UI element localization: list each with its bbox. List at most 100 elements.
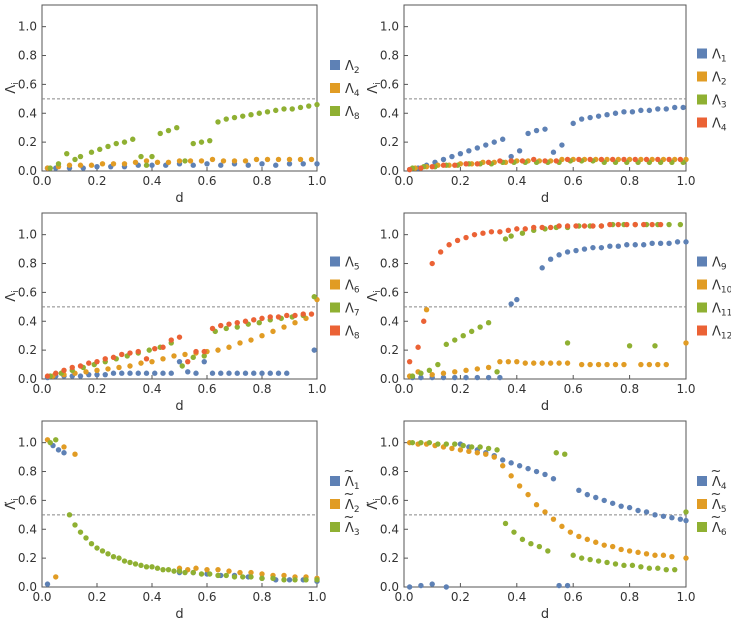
data-point — [264, 156, 271, 163]
data-point — [190, 354, 196, 361]
legend-label: Λ9 — [712, 256, 727, 273]
x-tick-label: 0.8 — [252, 174, 271, 188]
data-point — [314, 101, 320, 108]
data-point — [256, 110, 262, 116]
data-point — [466, 448, 472, 455]
data-point — [666, 240, 672, 247]
data-point — [237, 569, 243, 576]
data-point — [209, 325, 216, 332]
data-point — [165, 159, 172, 166]
data-point — [190, 162, 196, 168]
data-point — [452, 162, 458, 168]
data-point — [273, 162, 279, 168]
data-point — [218, 322, 224, 329]
y-tick-label: 0.6 — [380, 77, 399, 91]
data-point — [638, 564, 644, 570]
x-axis-label: d — [541, 399, 549, 414]
data-point — [138, 562, 144, 569]
x-tick-label: 1.0 — [307, 174, 326, 188]
data-point — [185, 369, 191, 375]
data-point — [406, 358, 413, 365]
data-point — [525, 465, 531, 472]
panel-middle-left: 0.0 0.2 0.4 0.6 0.8 1.0 0.0 0.2 0.4 0.6 0.8 1.0 d Λi Λ… — [4, 212, 360, 414]
data-point — [409, 439, 416, 446]
legend-swatch — [697, 48, 707, 59]
data-point — [193, 370, 199, 376]
data-point — [426, 439, 433, 446]
data-point — [187, 158, 194, 164]
data-point — [176, 158, 183, 164]
data-point — [132, 159, 139, 166]
data-point — [564, 340, 571, 346]
data-point — [190, 569, 196, 576]
y-tick-label: 0.4 — [18, 314, 37, 328]
data-point — [590, 223, 596, 229]
data-point — [539, 265, 545, 271]
data-point — [418, 582, 424, 589]
data-point — [121, 558, 128, 564]
data-point — [536, 543, 543, 550]
data-point — [672, 566, 678, 573]
data-point — [146, 347, 152, 353]
legend-tilde: ~ — [344, 510, 355, 525]
y-axis-label: Λi — [366, 290, 383, 301]
data-point — [179, 363, 185, 369]
data-point — [223, 116, 229, 122]
data-point — [94, 163, 100, 170]
x-axis-label: d — [175, 399, 183, 414]
data-point — [286, 156, 293, 163]
data-point — [626, 548, 633, 554]
data-point — [643, 156, 650, 163]
data-point — [149, 162, 155, 168]
data-point — [657, 240, 664, 247]
panel-bottom-right: 0.0 0.2 0.4 0.6 0.8 1.0 0.0 0.2 0.4 0.6 0.8 1.0 d Λ̃i… — [366, 420, 727, 620]
y-tick-label: 0.6 — [18, 493, 37, 507]
data-point — [149, 564, 155, 570]
data-point — [69, 364, 75, 371]
data-point — [231, 158, 238, 164]
data-point — [669, 515, 675, 521]
data-point — [198, 139, 205, 145]
data-point — [143, 356, 150, 362]
data-point — [683, 340, 689, 346]
x-tick-label: 0.8 — [620, 590, 639, 604]
data-point — [426, 367, 433, 374]
data-point — [500, 136, 506, 142]
data-point — [218, 162, 224, 168]
data-point — [94, 545, 100, 551]
data-point — [121, 161, 128, 167]
series-orange — [44, 437, 320, 582]
data-point — [110, 553, 117, 560]
data-point — [231, 574, 238, 580]
data-point — [127, 363, 133, 369]
legend-label: Λ1 — [345, 475, 360, 492]
data-point — [418, 439, 424, 446]
data-point — [160, 566, 166, 573]
data-point — [508, 301, 514, 307]
legend-label: Λ8 — [345, 105, 360, 122]
data-point — [604, 361, 610, 368]
data-point — [171, 568, 177, 574]
data-point — [595, 113, 602, 119]
data-point — [680, 104, 686, 111]
data-point — [418, 374, 424, 381]
plot-frame — [403, 4, 687, 172]
data-point — [223, 325, 229, 332]
legend-swatch — [330, 279, 340, 290]
data-point — [621, 562, 627, 569]
data-point — [646, 107, 653, 114]
data-point — [576, 156, 582, 163]
data-point — [522, 226, 528, 232]
data-point — [267, 314, 273, 320]
data-point — [97, 146, 103, 153]
y-tick-label: 0.4 — [380, 314, 399, 328]
data-point — [632, 242, 638, 248]
x-tick-label: 0.4 — [142, 590, 161, 604]
y-tick-label: 0.2 — [18, 343, 37, 357]
data-point — [185, 358, 191, 365]
data-point — [64, 150, 70, 157]
data-point — [240, 574, 246, 580]
data-point — [474, 450, 481, 456]
data-point — [463, 234, 469, 241]
